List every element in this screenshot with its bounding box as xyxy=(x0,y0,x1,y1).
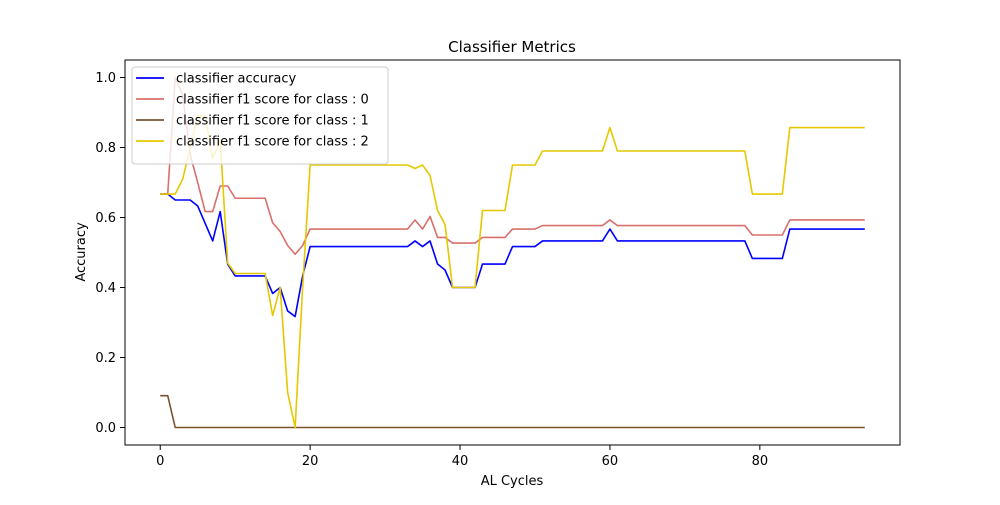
legend-label-1: classifier f1 score for class : 0 xyxy=(176,93,369,108)
legend-box xyxy=(131,66,389,165)
x-tick-label: 60 xyxy=(602,454,619,469)
x-tick-label: 80 xyxy=(752,454,769,469)
y-tick-label: 0.2 xyxy=(95,351,116,366)
y-tick-label: 0.6 xyxy=(95,211,116,226)
x-tick-label: 0 xyxy=(156,454,164,469)
y-tick-label: 0.8 xyxy=(95,141,116,156)
series-line-2 xyxy=(160,394,865,429)
x-axis-ticks: 0 20 40 60 80 xyxy=(156,445,768,469)
y-tick-label: 1.0 xyxy=(95,71,116,86)
legend-label-2: classifier f1 score for class : 1 xyxy=(176,114,369,129)
x-tick-label: 20 xyxy=(302,454,319,469)
legend-label-3: classifier f1 score for class : 2 xyxy=(176,135,369,150)
y-tick-label: 0.0 xyxy=(95,421,116,436)
plot-frame xyxy=(124,59,901,446)
y-tick-label: 0.4 xyxy=(95,281,116,296)
y-axis-label: Accuracy xyxy=(74,222,89,282)
series-line-1 xyxy=(160,76,865,256)
y-axis-ticks: 0.0 0.2 0.4 0.6 0.8 1.0 xyxy=(95,71,125,436)
series-line-0 xyxy=(160,193,865,318)
x-tick-label: 40 xyxy=(452,454,469,469)
x-axis-label: AL Cycles xyxy=(481,474,544,489)
legend: classifier accuracy classifier f1 score f… xyxy=(131,66,389,165)
chart-title: Classifier Metrics xyxy=(448,38,576,56)
legend-label-0: classifier accuracy xyxy=(176,72,297,87)
